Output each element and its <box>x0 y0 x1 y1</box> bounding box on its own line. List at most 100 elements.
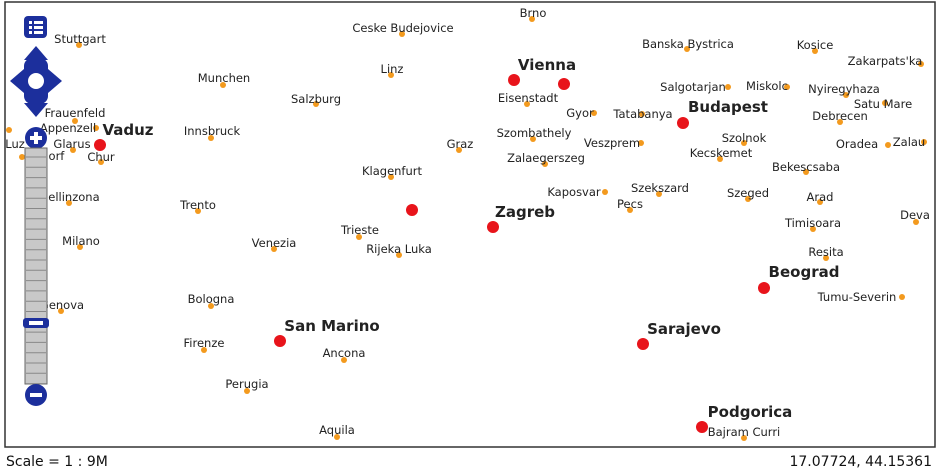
city-label: Glarus <box>53 137 90 151</box>
city-label: Firenze <box>184 336 225 350</box>
scale-text: Scale = 1 : 9M <box>6 454 108 470</box>
city-dot <box>388 72 394 78</box>
city-label: Kosice <box>797 38 834 52</box>
capital-label: Vienna <box>518 56 576 74</box>
capital-dot <box>508 74 520 86</box>
city-dot <box>882 100 888 106</box>
city-label: Eisenstadt <box>498 91 559 105</box>
city-dot <box>784 84 790 90</box>
city-dot <box>745 196 751 202</box>
city-dot <box>921 139 927 145</box>
city-label: Banska Bystrica <box>642 37 734 51</box>
city-label: Ancona <box>323 346 366 360</box>
pan-control[interactable] <box>10 46 62 117</box>
capital-dot <box>487 221 499 233</box>
city-label: Nyiregyhaza <box>808 82 880 96</box>
city-label: Aquila <box>319 423 355 437</box>
city-dot <box>803 169 809 175</box>
city-label: Kaposvar <box>547 185 601 199</box>
city-label: Bekescsaba <box>772 160 840 174</box>
map-layer: Brno Ceske Budejovice Banska Bystrica Kosic… <box>5 6 930 441</box>
city-label: Appenzell <box>40 121 96 135</box>
city-dot <box>837 119 843 125</box>
city-label: Ceske Budejovice <box>352 21 453 35</box>
city-label: Chur <box>87 150 115 164</box>
zoom-in[interactable] <box>25 127 47 149</box>
capital-label: Budapest <box>688 98 768 116</box>
city-dot <box>201 347 207 353</box>
city-label: Resita <box>808 245 843 259</box>
capital-label: Podgorica <box>708 403 793 421</box>
city-label: Luz <box>5 137 25 151</box>
city-dot <box>396 252 402 258</box>
capital-dot <box>696 421 708 433</box>
capital-dot <box>558 78 570 90</box>
city-label: Salgotarjan <box>660 80 726 94</box>
city-dot <box>456 147 462 153</box>
city-label: Klagenfurt <box>362 164 423 178</box>
city-label: Oradea <box>836 137 878 151</box>
city-dot <box>885 142 891 148</box>
city-dot <box>542 161 548 167</box>
city-label: Timisoara <box>784 216 841 230</box>
city-dot <box>356 234 362 240</box>
city-dot <box>810 226 816 232</box>
city-label: Tumu-Severin <box>817 290 897 304</box>
city-label: Miskolc <box>746 79 788 93</box>
city-label: Bologna <box>188 292 235 306</box>
city-dot <box>6 127 12 133</box>
city-dot <box>913 219 919 225</box>
city-dot <box>388 174 394 180</box>
city-dot <box>77 244 83 250</box>
map-frame <box>4 1 936 448</box>
city-dot <box>341 357 347 363</box>
city-dot <box>524 101 530 107</box>
capital-dot <box>406 204 418 216</box>
city-dot <box>72 118 78 124</box>
city-label: Bajram Curri <box>708 425 781 439</box>
city-dot <box>741 140 747 146</box>
city-label: Genova <box>40 298 84 312</box>
city-dot <box>627 207 633 213</box>
city-label: Rijeka Luka <box>366 242 432 256</box>
city-label: Zalaegerszeg <box>507 151 585 165</box>
layer-switcher[interactable] <box>24 16 47 38</box>
city-dot <box>208 303 214 309</box>
city-dot <box>717 156 723 162</box>
capital-dot <box>94 139 106 151</box>
capital-dot <box>637 338 649 350</box>
city-label: Brno <box>520 6 547 20</box>
city-dot <box>741 435 747 441</box>
city-label: Trieste <box>340 223 379 237</box>
city-dot <box>639 111 645 117</box>
city-label: Innsbruck <box>184 124 241 138</box>
city-label: Szekszard <box>631 181 689 195</box>
capital-label: Beograd <box>769 263 840 281</box>
city-label: Debrecen <box>812 109 867 123</box>
city-label: Perugia <box>225 377 268 391</box>
city-dot <box>195 208 201 214</box>
city-dot <box>208 135 214 141</box>
city-dot <box>530 136 536 142</box>
capital-label: Zagreb <box>495 203 555 221</box>
capital-label: Sarajevo <box>647 320 721 338</box>
city-dot <box>823 255 829 261</box>
city-label: Tatabanya <box>612 107 672 121</box>
zoom-slider[interactable] <box>23 147 49 385</box>
city-label: Satu Mare <box>854 97 912 111</box>
city-label: Salzburg <box>291 92 341 106</box>
city-dot <box>58 308 64 314</box>
city-dot <box>220 82 226 88</box>
city-dot <box>98 159 104 165</box>
city-label: Stuttgart <box>54 32 106 46</box>
city-dot <box>271 246 277 252</box>
city-label: Venezia <box>252 236 297 250</box>
city-dot <box>76 42 82 48</box>
zoom-out[interactable] <box>25 384 47 406</box>
city-label: Linz <box>381 62 404 76</box>
city-label: Kecskemet <box>690 146 753 160</box>
city-label: Gyor <box>566 106 594 120</box>
city-dot <box>899 294 905 300</box>
city-label: Milano <box>62 234 100 248</box>
city-label: Szeged <box>727 186 769 200</box>
